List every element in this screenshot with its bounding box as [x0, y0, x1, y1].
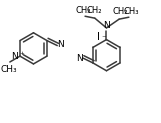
Text: ⁻: ⁻	[101, 34, 106, 43]
Text: CH₃: CH₃	[123, 7, 139, 16]
Text: N: N	[11, 52, 18, 61]
Text: N: N	[103, 21, 110, 30]
Text: CH₂: CH₂	[112, 7, 128, 16]
Text: CH₃: CH₃	[75, 6, 91, 15]
Text: N: N	[76, 54, 83, 63]
Text: CH₃: CH₃	[1, 65, 17, 74]
Text: N: N	[57, 40, 64, 49]
Text: CH₂: CH₂	[86, 6, 102, 15]
Text: +: +	[19, 51, 24, 56]
Text: I: I	[97, 32, 100, 42]
